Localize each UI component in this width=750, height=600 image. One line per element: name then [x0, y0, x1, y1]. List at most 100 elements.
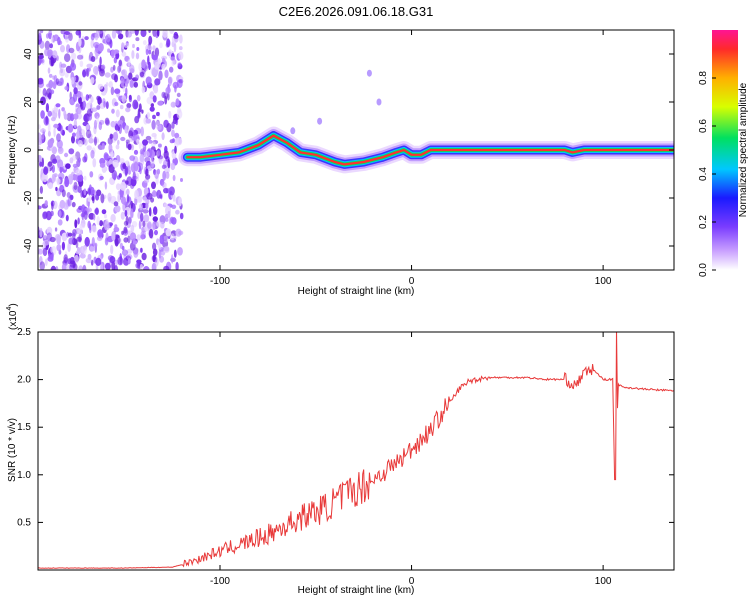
noise-speckle — [50, 265, 57, 270]
spectrogram-panel: -100 0 100 -40 -20 0 20 40 Height of straight l… — [7, 29, 675, 297]
noise-speckle — [100, 193, 105, 204]
noise-speckle — [163, 265, 170, 270]
noise-speckle — [170, 162, 176, 171]
noise-speckle — [121, 51, 127, 57]
noise-speckle — [154, 170, 160, 179]
noise-speckle — [179, 212, 184, 220]
noise-speckle — [44, 48, 50, 57]
noise-speckle — [55, 103, 61, 108]
noise-speckle — [74, 254, 79, 264]
noise-speckle — [67, 197, 72, 207]
noise-speckle — [45, 210, 52, 221]
noise-speckle — [67, 242, 71, 253]
noise-speckle — [136, 47, 140, 51]
noise-speckle — [88, 188, 91, 196]
noise-speckle — [117, 139, 120, 146]
noise-speckle — [59, 166, 63, 174]
noise-speckle — [119, 255, 123, 265]
noise-speckle — [53, 127, 56, 138]
noise-speckle — [167, 187, 171, 194]
snr-ytick-label: 1.0 — [17, 470, 31, 481]
noise-speckle — [152, 248, 158, 257]
noise-speckle — [90, 96, 94, 103]
noise-speckle — [152, 95, 157, 103]
noise-speckle — [115, 144, 120, 150]
noise-speckle — [86, 63, 93, 69]
noise-speckle — [38, 205, 42, 210]
noise-speckle — [82, 69, 87, 78]
noise-speckle — [88, 137, 94, 144]
noise-speckle — [44, 40, 51, 51]
noise-speckle — [78, 96, 82, 104]
noise-speckle — [172, 117, 178, 125]
noise-speckle — [58, 108, 61, 119]
noise-speckle — [82, 100, 87, 109]
noise-speckle — [99, 157, 106, 165]
noise-speckle — [78, 227, 83, 236]
noise-speckle — [114, 205, 121, 213]
noise-speckle — [48, 73, 53, 78]
noise-speckle — [72, 229, 77, 237]
noise-speckle — [95, 193, 100, 201]
noise-speckle — [109, 134, 114, 139]
noise-speckle — [69, 260, 76, 268]
noise-speckle — [132, 171, 136, 182]
noise-speckle — [83, 175, 87, 181]
noise-speckle — [139, 71, 145, 78]
noise-speckle — [125, 107, 131, 113]
noise-speckle — [178, 51, 184, 60]
noise-speckle — [151, 119, 156, 130]
spectrogram-noise-region — [38, 30, 184, 270]
noise-speckle — [52, 50, 58, 59]
noise-speckle — [90, 33, 95, 41]
noise-speckle — [105, 33, 111, 43]
noise-speckle — [145, 135, 152, 141]
noise-speckle — [140, 247, 143, 253]
noise-speckle — [47, 122, 51, 133]
noise-speckle — [48, 92, 52, 100]
snr-multiplier-base: (x10 — [8, 310, 19, 330]
noise-speckle — [75, 169, 82, 176]
noise-speckle — [123, 73, 128, 79]
noise-speckle — [139, 148, 145, 156]
noise-speckle — [120, 136, 126, 142]
noise-speckle — [104, 153, 110, 161]
noise-speckle — [165, 228, 172, 237]
noise-speckle — [117, 193, 121, 203]
noise-speckle — [148, 49, 152, 55]
noise-speckle — [75, 240, 79, 249]
noise-speckle — [104, 72, 111, 78]
noise-speckle — [145, 76, 152, 85]
noise-speckle — [105, 119, 110, 126]
noise-speckle — [126, 254, 133, 260]
noise-speckle — [77, 217, 80, 225]
noise-speckle — [161, 132, 165, 141]
noise-speckle — [110, 49, 115, 59]
noise-speckle — [104, 262, 111, 270]
noise-speckle — [52, 158, 58, 164]
noise-speckle — [58, 122, 61, 131]
noise-speckle — [61, 241, 65, 251]
signal-blob — [376, 98, 382, 106]
noise-speckle — [151, 181, 156, 190]
noise-speckle — [78, 37, 82, 47]
noise-speckle — [112, 64, 116, 71]
noise-speckle — [132, 99, 139, 110]
noise-speckle — [133, 149, 139, 155]
noise-speckle — [174, 132, 180, 139]
noise-speckle — [97, 229, 103, 238]
noise-speckle — [72, 163, 78, 168]
noise-speckle — [108, 158, 113, 165]
noise-speckle — [121, 245, 125, 251]
noise-speckle — [145, 168, 149, 177]
snr-multiplier-exp: 4 — [6, 307, 13, 311]
noise-speckle — [148, 35, 153, 45]
snr-multiplier-close: ) — [8, 303, 19, 306]
noise-speckle — [176, 92, 181, 98]
noise-speckle — [43, 239, 50, 246]
noise-speckle — [73, 87, 78, 95]
noise-speckle — [122, 85, 126, 93]
noise-speckle — [50, 34, 54, 43]
noise-speckle — [83, 138, 88, 146]
noise-speckle — [40, 110, 45, 119]
